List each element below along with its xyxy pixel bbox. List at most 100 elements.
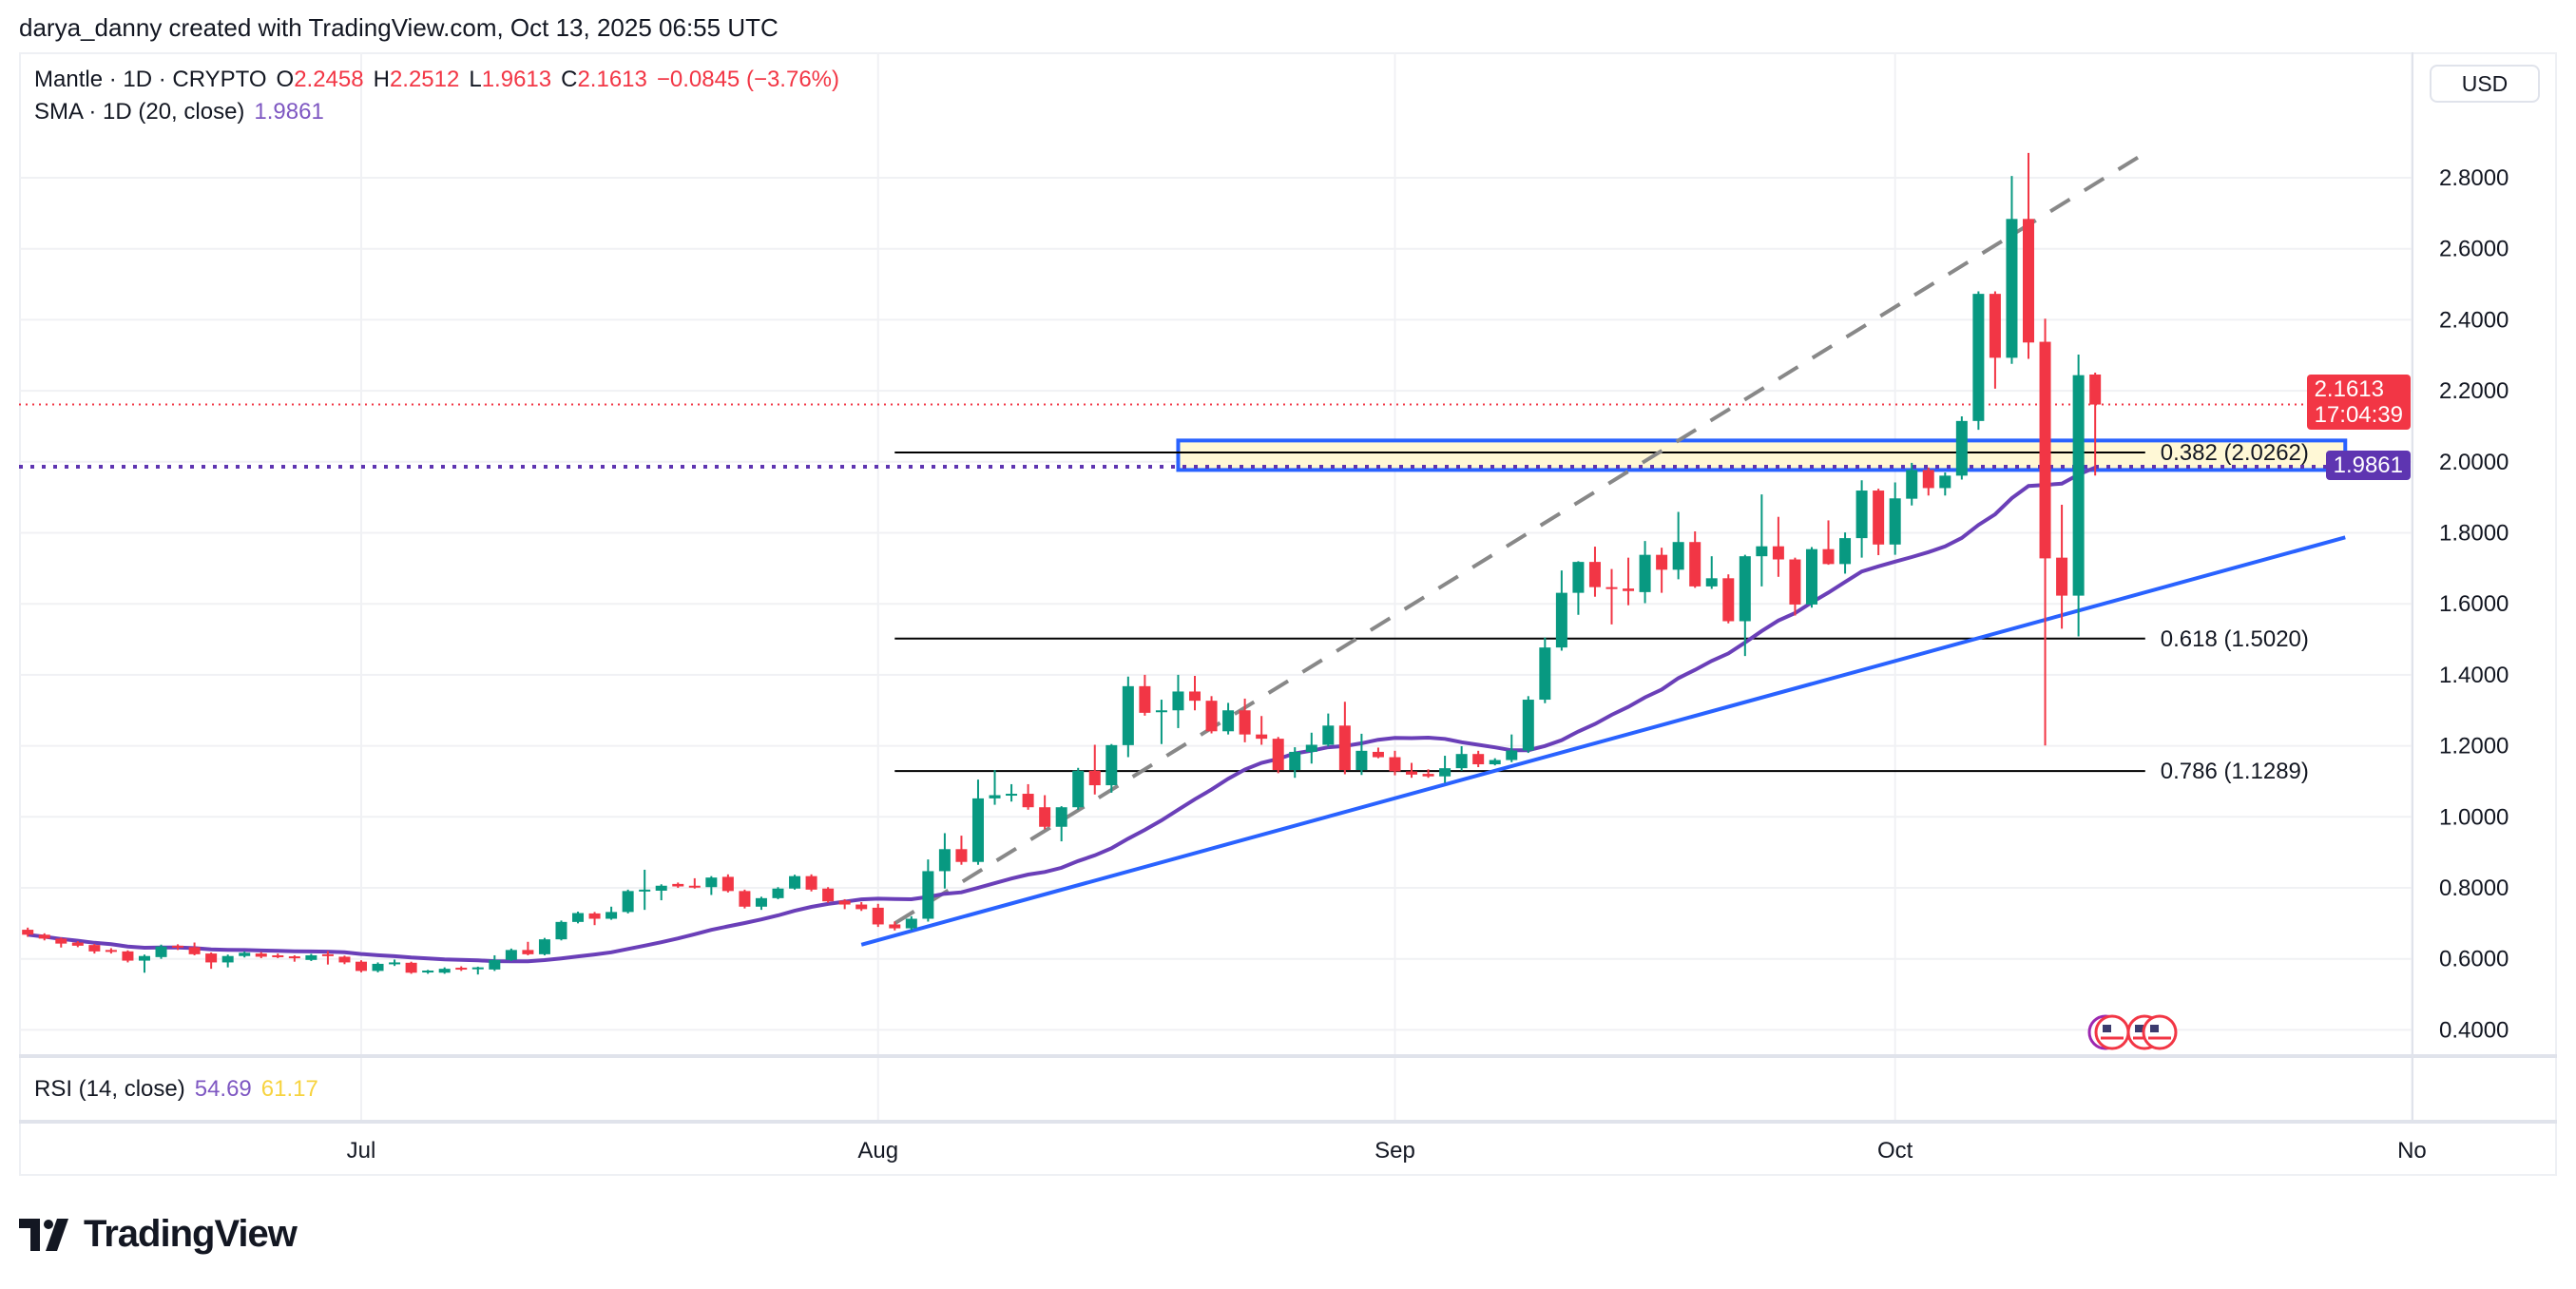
candle-down[interactable] bbox=[588, 912, 601, 926]
candle-down[interactable] bbox=[1472, 750, 1485, 768]
candle-down[interactable] bbox=[1656, 548, 1668, 593]
candle-up[interactable] bbox=[1939, 472, 1951, 496]
candle-down[interactable] bbox=[822, 887, 835, 903]
candle-up[interactable] bbox=[971, 779, 984, 865]
candle-up[interactable] bbox=[1072, 767, 1085, 810]
candle-up[interactable] bbox=[422, 970, 434, 974]
currency-button[interactable]: USD bbox=[2430, 65, 2540, 103]
candle-up[interactable] bbox=[1705, 556, 1718, 589]
candle-up[interactable] bbox=[1122, 676, 1134, 758]
candle-up[interactable] bbox=[555, 920, 567, 941]
candle-up[interactable] bbox=[572, 912, 585, 924]
candle-down[interactable] bbox=[955, 836, 968, 865]
candle-down[interactable] bbox=[1239, 698, 1251, 742]
candle-down[interactable] bbox=[1039, 795, 1051, 830]
rsi-legend[interactable]: RSI (14, close) 54.69 61.17 bbox=[34, 1076, 328, 1103]
candle-up[interactable] bbox=[389, 959, 401, 967]
candle-up[interactable] bbox=[221, 954, 234, 968]
candle-down[interactable] bbox=[721, 874, 734, 893]
candle-up[interactable] bbox=[772, 887, 784, 899]
candle-up[interactable] bbox=[1439, 756, 1451, 783]
candle-up[interactable] bbox=[1855, 480, 1868, 558]
candle-up[interactable] bbox=[1455, 745, 1468, 771]
candle-down[interactable] bbox=[1588, 547, 1601, 597]
candle-down[interactable] bbox=[1922, 467, 1934, 496]
candle-up[interactable] bbox=[1355, 733, 1368, 776]
candle-down[interactable] bbox=[255, 952, 267, 958]
candle-down[interactable] bbox=[2023, 152, 2034, 359]
candle-up[interactable] bbox=[1972, 291, 1985, 431]
candle-up[interactable] bbox=[471, 966, 484, 975]
candle-up[interactable] bbox=[639, 869, 651, 911]
candle-up[interactable] bbox=[1522, 696, 1534, 754]
candle-down[interactable] bbox=[739, 889, 751, 909]
candle-up[interactable] bbox=[655, 884, 667, 901]
candle-down[interactable] bbox=[1989, 291, 2001, 389]
candle-down[interactable] bbox=[188, 942, 201, 955]
candle-down[interactable] bbox=[405, 961, 417, 974]
symbol-legend[interactable]: Mantle · 1D · CRYPTO O2.2458 H2.2512 L1.961… bbox=[34, 67, 849, 93]
candle-up[interactable] bbox=[622, 889, 634, 914]
candle-up[interactable] bbox=[1172, 674, 1184, 728]
candle-up[interactable] bbox=[155, 944, 167, 959]
candle-up[interactable] bbox=[1839, 532, 1852, 574]
candle-down[interactable] bbox=[338, 955, 351, 965]
candle-down[interactable] bbox=[805, 874, 817, 892]
dashed-trendline[interactable] bbox=[894, 151, 2146, 926]
candle-up[interactable] bbox=[755, 896, 767, 911]
tradingview-logo[interactable]: TradingView bbox=[19, 1213, 298, 1256]
candle-down[interactable] bbox=[1189, 676, 1201, 711]
candle-down[interactable] bbox=[1822, 520, 1835, 566]
candle-down[interactable] bbox=[1789, 557, 1801, 616]
candle-up[interactable] bbox=[1305, 732, 1317, 764]
candle-down[interactable] bbox=[2089, 372, 2102, 476]
candle-down[interactable] bbox=[1338, 702, 1351, 775]
candle-up[interactable] bbox=[538, 937, 550, 955]
candle-down[interactable] bbox=[838, 898, 851, 910]
us-flag-icon[interactable] bbox=[2094, 1014, 2130, 1050]
candle-down[interactable] bbox=[88, 944, 101, 954]
candle-down[interactable] bbox=[455, 966, 468, 972]
candle-up[interactable] bbox=[1322, 713, 1335, 747]
candle-up[interactable] bbox=[138, 954, 150, 973]
candle-up[interactable] bbox=[1756, 494, 1768, 587]
candle-down[interactable] bbox=[288, 954, 300, 962]
candle-down[interactable] bbox=[1605, 568, 1618, 625]
candle-down[interactable] bbox=[105, 948, 117, 954]
candle-up[interactable] bbox=[438, 967, 451, 974]
candle-up[interactable] bbox=[2006, 176, 2018, 364]
candle-down[interactable] bbox=[1139, 674, 1151, 716]
candle-down[interactable] bbox=[1022, 783, 1034, 810]
candle-down[interactable] bbox=[1873, 489, 1885, 556]
candle-down[interactable] bbox=[2056, 504, 2068, 629]
candle-down[interactable] bbox=[71, 941, 84, 948]
candle-up[interactable] bbox=[239, 951, 251, 958]
candle-down[interactable] bbox=[1422, 769, 1434, 779]
candle-up[interactable] bbox=[372, 962, 384, 972]
candle-down[interactable] bbox=[55, 937, 67, 948]
candle-up[interactable] bbox=[2072, 355, 2085, 637]
candle-down[interactable] bbox=[522, 941, 534, 955]
candle-down[interactable] bbox=[172, 944, 184, 951]
candle-down[interactable] bbox=[1772, 516, 1784, 577]
candle-up[interactable] bbox=[1955, 415, 1968, 480]
candle-down[interactable] bbox=[1406, 762, 1418, 779]
candle-up[interactable] bbox=[606, 906, 618, 920]
candle-down[interactable] bbox=[1256, 716, 1268, 745]
candle-up[interactable] bbox=[1489, 758, 1501, 766]
candle-down[interactable] bbox=[38, 933, 50, 941]
candle-down[interactable] bbox=[872, 903, 884, 928]
candle-up[interactable] bbox=[1906, 462, 1918, 506]
candle-down[interactable] bbox=[321, 951, 334, 965]
candle-down[interactable] bbox=[688, 877, 701, 889]
candle-up[interactable] bbox=[705, 875, 718, 895]
candle-down[interactable] bbox=[22, 927, 34, 937]
sma-legend[interactable]: SMA · 1D (20, close) 1.9861 bbox=[34, 99, 334, 125]
candle-up[interactable] bbox=[505, 948, 517, 961]
candle-up[interactable] bbox=[1889, 482, 1901, 555]
candle-up[interactable] bbox=[1739, 554, 1751, 657]
candle-down[interactable] bbox=[2039, 318, 2051, 746]
candle-down[interactable] bbox=[122, 950, 134, 963]
candle-up[interactable] bbox=[905, 915, 917, 931]
